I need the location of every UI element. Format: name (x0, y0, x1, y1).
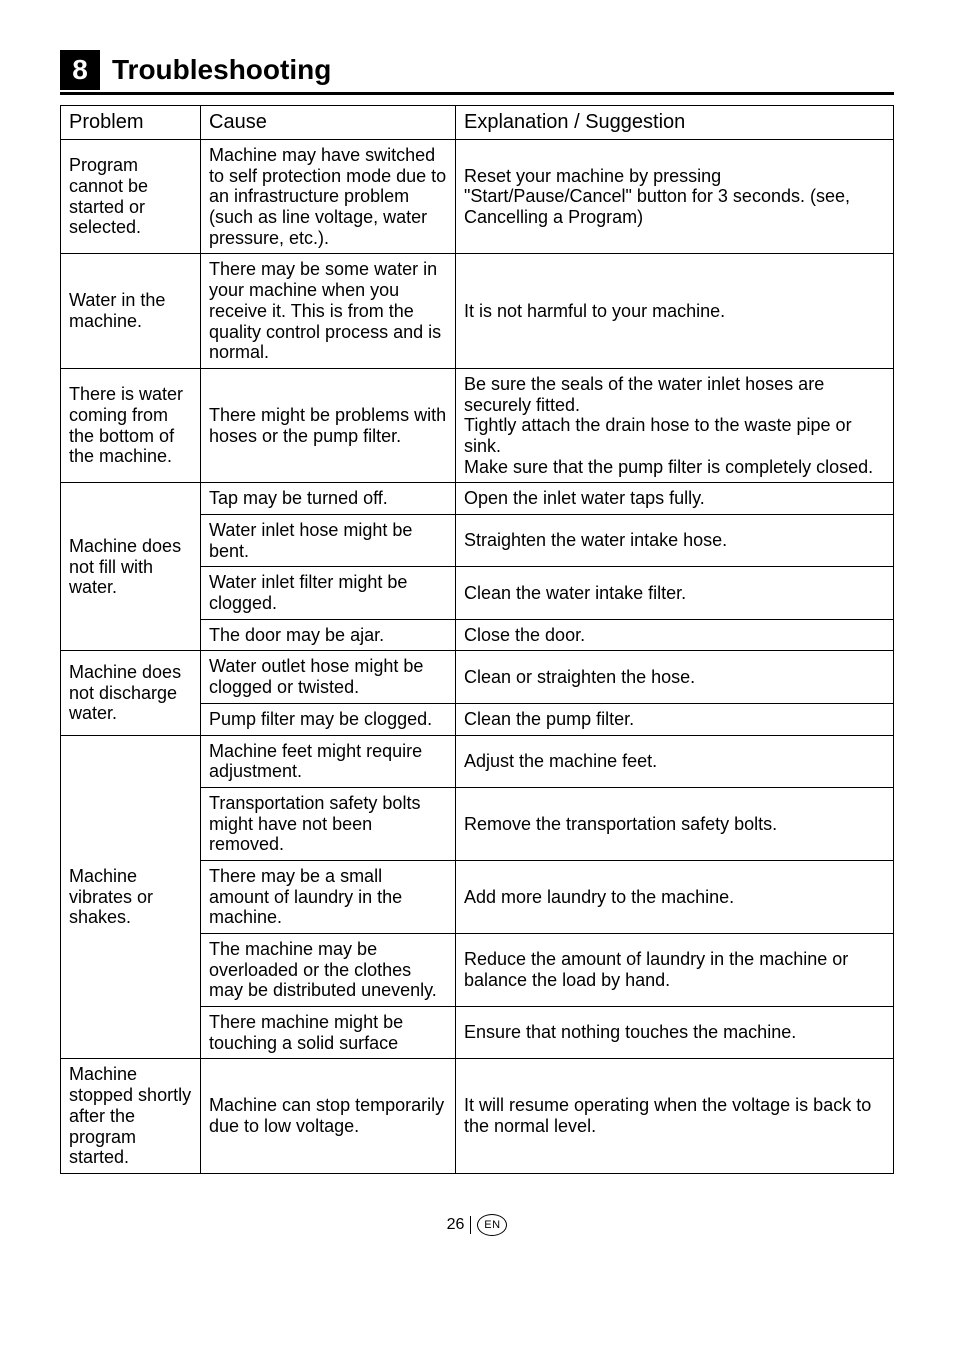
table-row: Water in the machine.There may be some w… (61, 254, 894, 368)
cell-explanation: It will resume operating when the voltag… (456, 1059, 894, 1173)
cell-cause: There machine might be touching a solid … (201, 1007, 456, 1059)
section-number-badge: 8 (60, 50, 100, 90)
table-header-row: Problem Cause Explanation / Suggestion (61, 106, 894, 140)
cell-problem: Machine stopped shortly after the progra… (61, 1059, 201, 1173)
cell-explanation: Add more laundry to the machine. (456, 860, 894, 933)
header-explanation: Explanation / Suggestion (456, 106, 894, 140)
cell-cause: There may be some water in your machine … (201, 254, 456, 368)
cell-explanation: Ensure that nothing touches the machine. (456, 1007, 894, 1059)
cell-cause: There may be a small amount of laundry i… (201, 860, 456, 933)
cell-explanation: Close the door. (456, 619, 894, 651)
cell-explanation: Be sure the seals of the water inlet hos… (456, 368, 894, 482)
footer-divider-icon (470, 1216, 471, 1234)
cell-cause: The machine may be overloaded or the clo… (201, 934, 456, 1007)
cell-cause: The door may be ajar. (201, 619, 456, 651)
section-title: Troubleshooting (112, 54, 331, 86)
cell-explanation: Clean or straighten the hose. (456, 651, 894, 703)
header-problem: Problem (61, 106, 201, 140)
cell-problem: Water in the machine. (61, 254, 201, 368)
cell-explanation: Remove the transportation safety bolts. (456, 787, 894, 860)
cell-cause: Transportation safety bolts might have n… (201, 787, 456, 860)
table-row: There is water coming from the bottom of… (61, 368, 894, 482)
troubleshooting-table: Problem Cause Explanation / Suggestion P… (60, 105, 894, 1174)
cell-problem: Machine vibrates or shakes. (61, 735, 201, 1059)
table-row: Machine does not fill with water.Tap may… (61, 483, 894, 515)
cell-cause: Machine may have switched to self protec… (201, 140, 456, 254)
cell-problem: Machine does not fill with water. (61, 483, 201, 651)
section-header: 8 Troubleshooting (60, 50, 894, 95)
cell-cause: Water inlet filter might be clogged. (201, 567, 456, 619)
cell-explanation: It is not harmful to your machine. (456, 254, 894, 368)
cell-cause: Tap may be turned off. (201, 483, 456, 515)
cell-cause: There might be problems with hoses or th… (201, 368, 456, 482)
cell-cause: Machine feet might require adjustment. (201, 735, 456, 787)
cell-problem: Program cannot be started or selected. (61, 140, 201, 254)
cell-explanation: Straighten the water intake hose. (456, 515, 894, 567)
cell-explanation: Reduce the amount of laundry in the mach… (456, 934, 894, 1007)
cell-explanation: Open the inlet water taps fully. (456, 483, 894, 515)
language-badge: EN (477, 1214, 507, 1236)
cell-explanation: Clean the water intake filter. (456, 567, 894, 619)
table-row: Machine vibrates or shakes.Machine feet … (61, 735, 894, 787)
page-number: 26 (447, 1216, 465, 1234)
cell-cause: Water inlet hose might be bent. (201, 515, 456, 567)
cell-problem: There is water coming from the bottom of… (61, 368, 201, 482)
table-row: Machine stopped shortly after the progra… (61, 1059, 894, 1173)
cell-explanation: Clean the pump filter. (456, 703, 894, 735)
cell-explanation: Reset your machine by pressing "Start/Pa… (456, 140, 894, 254)
table-row: Program cannot be started or selected.Ma… (61, 140, 894, 254)
cell-problem: Machine does not discharge water. (61, 651, 201, 735)
cell-cause: Machine can stop temporarily due to low … (201, 1059, 456, 1173)
page-footer: 26 EN (60, 1214, 894, 1236)
cell-explanation: Adjust the machine feet. (456, 735, 894, 787)
header-cause: Cause (201, 106, 456, 140)
cell-cause: Pump filter may be clogged. (201, 703, 456, 735)
table-row: Machine does not discharge water.Water o… (61, 651, 894, 703)
cell-cause: Water outlet hose might be clogged or tw… (201, 651, 456, 703)
